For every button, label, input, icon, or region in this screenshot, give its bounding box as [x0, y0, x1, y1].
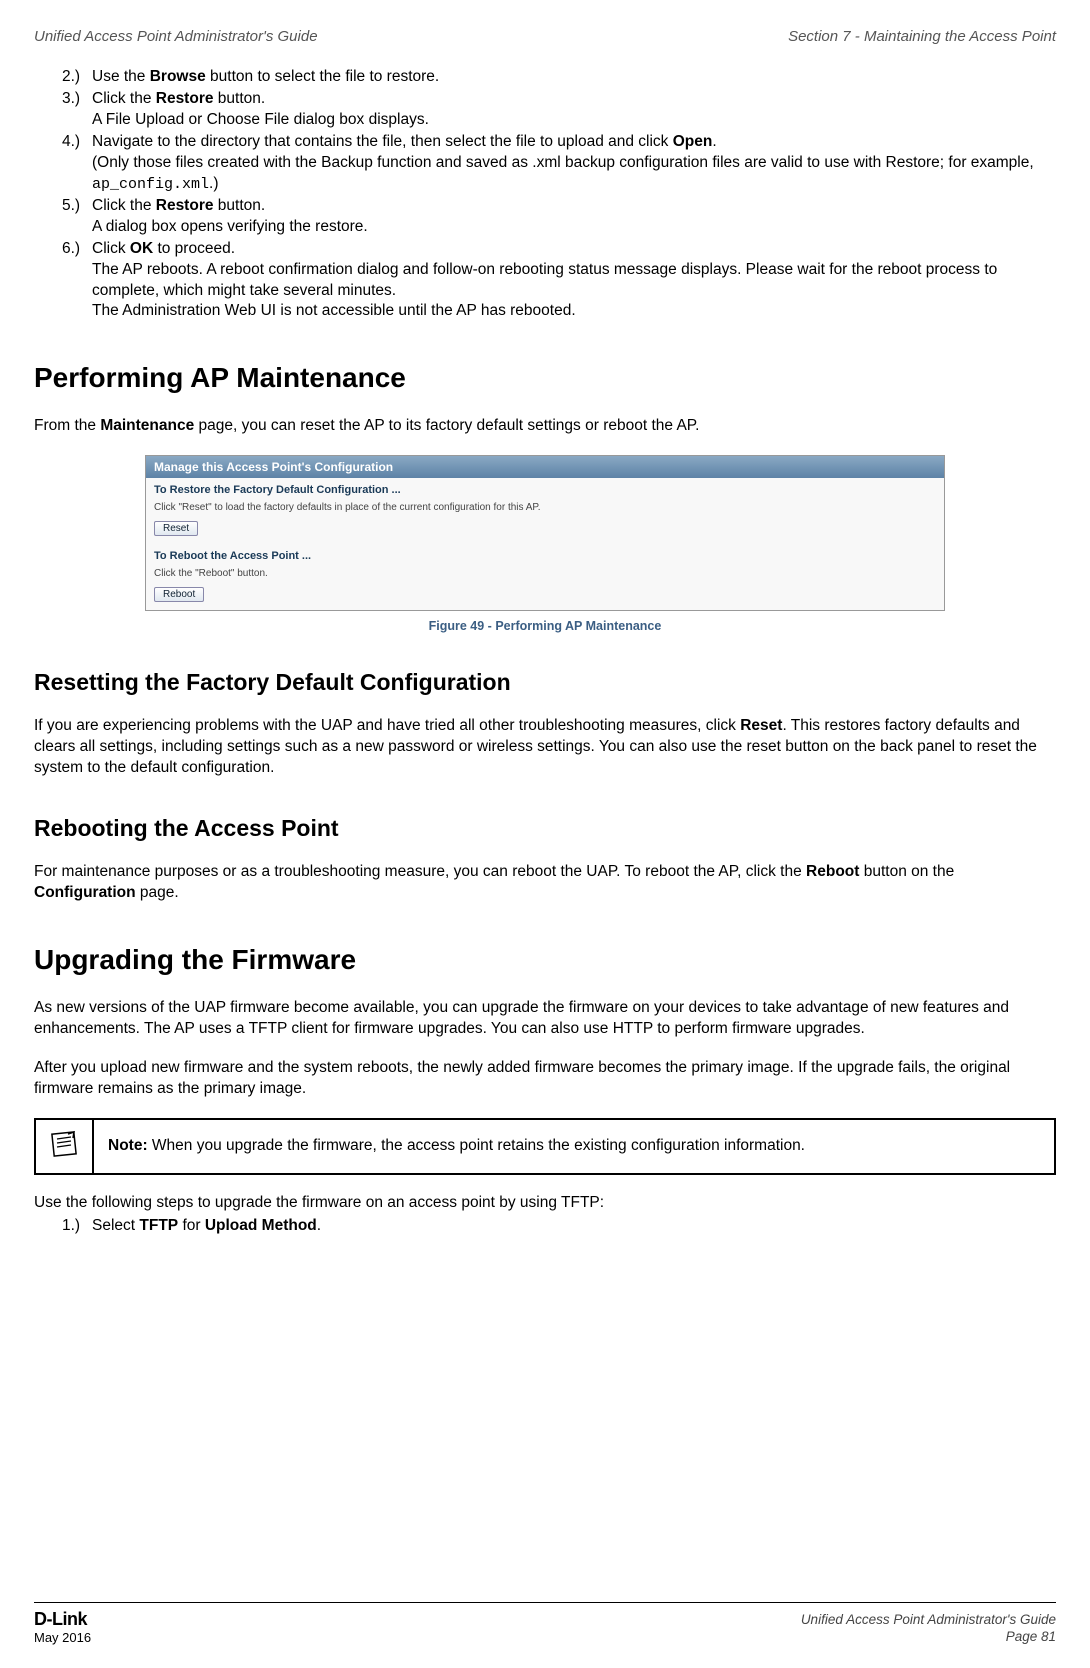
- para-maintenance-intro: From the Maintenance page, you can reset…: [34, 416, 1056, 437]
- list-item: 6.)Click OK to proceed.The AP reboots. A…: [62, 239, 1056, 323]
- footer-guide-title: Unified Access Point Administrator's Gui…: [801, 1612, 1056, 1629]
- figure-caption: Figure 49 - Performing AP Maintenance: [34, 619, 1056, 633]
- page-footer: D-Link May 2016 Unified Access Point Adm…: [0, 1602, 1090, 1646]
- header-left: Unified Access Point Administrator's Gui…: [34, 28, 318, 45]
- para-reboot: For maintenance purposes or as a trouble…: [34, 862, 1056, 904]
- list-body: Click the Restore button.A dialog box op…: [92, 196, 1056, 238]
- list-number: 1.): [62, 1216, 92, 1237]
- heading-performing-maintenance: Performing AP Maintenance: [34, 362, 1056, 394]
- reset-button[interactable]: Reset: [154, 521, 198, 536]
- figure-text-reboot: Click the "Reboot" button.: [146, 564, 944, 583]
- reboot-button[interactable]: Reboot: [154, 587, 204, 602]
- list-body: Select TFTP for Upload Method.: [92, 1216, 1056, 1237]
- note-icon: [50, 1130, 78, 1163]
- note-icon-cell: [35, 1119, 93, 1174]
- para-upgrade-1: As new versions of the UAP firmware beco…: [34, 998, 1056, 1040]
- list-item: 1.)Select TFTP for Upload Method.: [62, 1216, 1056, 1237]
- heading-factory-reset: Resetting the Factory Default Configurat…: [34, 669, 1056, 696]
- para-factory-reset: If you are experiencing problems with th…: [34, 716, 1056, 779]
- restore-steps-list: 2.)Use the Browse button to select the f…: [62, 67, 1056, 322]
- list-body: Navigate to the directory that contains …: [92, 132, 1056, 195]
- list-number: 6.): [62, 239, 92, 323]
- note-box: Note: When you upgrade the firmware, the…: [34, 1118, 1056, 1175]
- heading-reboot: Rebooting the Access Point: [34, 815, 1056, 842]
- heading-upgrade-firmware: Upgrading the Firmware: [34, 944, 1056, 976]
- header-right: Section 7 - Maintaining the Access Point: [788, 28, 1056, 45]
- list-number: 3.): [62, 89, 92, 131]
- figure-49: Manage this Access Point's Configuration…: [145, 455, 945, 611]
- list-item: 3.)Click the Restore button.A File Uploa…: [62, 89, 1056, 131]
- list-body: Click OK to proceed.The AP reboots. A re…: [92, 239, 1056, 323]
- list-body: Use the Browse button to select the file…: [92, 67, 1056, 88]
- list-number: 4.): [62, 132, 92, 195]
- figure-text-reset: Click "Reset" to load the factory defaul…: [146, 498, 944, 517]
- list-body: Click the Restore button.A File Upload o…: [92, 89, 1056, 131]
- footer-logo: D-Link: [34, 1609, 91, 1631]
- figure-subhead-reset: To Restore the Factory Default Configura…: [146, 478, 944, 498]
- para-tftp-steps-intro: Use the following steps to upgrade the f…: [34, 1193, 1056, 1214]
- para-upgrade-2: After you upload new firmware and the sy…: [34, 1058, 1056, 1100]
- footer-date: May 2016: [34, 1630, 91, 1646]
- footer-page-number: Page 81: [801, 1629, 1056, 1646]
- figure-subhead-reboot: To Reboot the Access Point ...: [146, 544, 944, 564]
- list-item: 2.)Use the Browse button to select the f…: [62, 67, 1056, 88]
- figure-titlebar: Manage this Access Point's Configuration: [146, 456, 944, 478]
- figure-49-container: Manage this Access Point's Configuration…: [34, 455, 1056, 611]
- list-item: 5.)Click the Restore button.A dialog box…: [62, 196, 1056, 238]
- tftp-steps-list: 1.)Select TFTP for Upload Method.: [62, 1216, 1056, 1237]
- list-item: 4.)Navigate to the directory that contai…: [62, 132, 1056, 195]
- list-number: 2.): [62, 67, 92, 88]
- list-number: 5.): [62, 196, 92, 238]
- note-text: Note: When you upgrade the firmware, the…: [93, 1119, 1055, 1174]
